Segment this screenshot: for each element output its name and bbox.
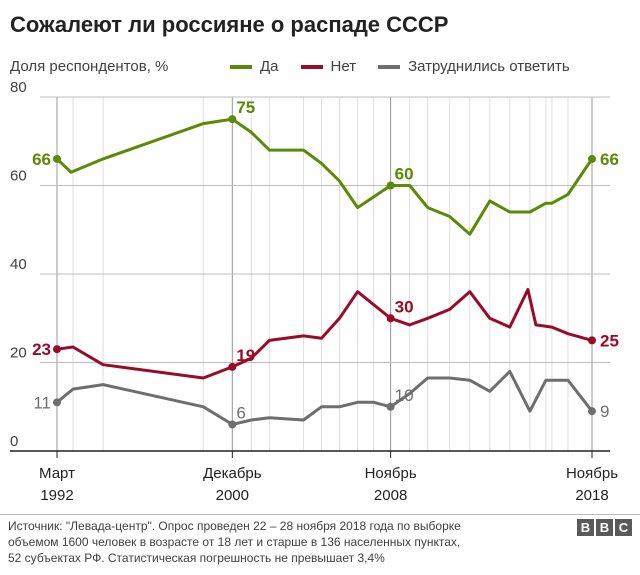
legend-item-undecided: Затруднились ответить	[378, 58, 570, 75]
bbc-logo-letter-c: C	[615, 519, 632, 536]
data-label-no-5: 19	[236, 346, 255, 365]
data-label-yes-3: 66	[600, 150, 619, 169]
legend: Да Нет Затруднились ответить	[230, 58, 570, 75]
point-undecided-10	[386, 402, 395, 411]
x-tick-label-year-1: 2000	[216, 487, 249, 504]
data-label-no-6: 30	[395, 297, 414, 316]
page-title: Сожалеют ли россияне о распаде СССР	[10, 12, 449, 37]
x-tick-label-year-2: 2008	[374, 487, 407, 504]
data-label-yes-2: 60	[395, 165, 414, 184]
point-undecided-9	[228, 420, 237, 429]
point-undecided-11	[588, 407, 596, 416]
y-tick-label-0: 0	[10, 433, 18, 450]
x-tick-label-month-3: Ноябрь	[566, 465, 618, 482]
bbc-logo-letter-b1: B	[577, 519, 594, 536]
x-tick-label-year-3: 2018	[575, 487, 608, 504]
data-label-yes-1: 75	[236, 98, 255, 117]
y-tick-label-60: 60	[10, 168, 27, 185]
y-tick-label-20: 20	[10, 345, 27, 362]
bbc-logo: B B C	[575, 519, 632, 536]
data-label-undecided-9: 6	[236, 403, 245, 422]
x-tick-label-year-0: 1992	[40, 487, 73, 504]
source-line-1: Источник: "Левада-центр". Опрос проведен…	[8, 519, 461, 533]
legend-label-yes: Да	[260, 58, 279, 75]
series-line-no	[55, 288, 594, 380]
point-yes-3	[588, 154, 596, 163]
legend-swatch-undecided	[378, 64, 401, 69]
legend-item-yes: Да	[230, 58, 279, 75]
x-tick-label-month-1: Декабрь	[203, 465, 262, 482]
y-tick-label-40: 40	[10, 256, 27, 273]
y-tick-label-80: 80	[10, 79, 27, 96]
point-no-7	[588, 336, 596, 345]
point-no-5	[228, 362, 237, 371]
y-axis-label: Доля респондентов, %	[10, 58, 169, 75]
legend-swatch-yes	[230, 64, 252, 69]
legend-item-no: Нет	[300, 58, 357, 75]
point-no-4	[53, 345, 61, 354]
legend-swatch-no	[300, 64, 323, 69]
data-label-no-4: 23	[32, 340, 51, 359]
data-label-yes-0: 66	[32, 150, 51, 169]
x-tick-label-month-0: Март	[39, 465, 75, 482]
legend-label-no: Нет	[330, 58, 357, 75]
point-undecided-8	[53, 398, 61, 407]
series-line-yes	[55, 117, 594, 236]
point-yes-2	[386, 181, 395, 190]
data-label-undecided-11: 9	[600, 402, 609, 421]
series-line-undecided	[55, 369, 594, 426]
point-yes-1	[228, 115, 237, 124]
data-label-undecided-8: 11	[33, 393, 51, 412]
line-chart: 0 20 40 60 80 Март 1992 Декабрь 2000 Ноябрь 2008 Но…	[10, 79, 619, 504]
source-note: Источник: "Левада-центр". Опрос проведен…	[8, 518, 548, 566]
point-no-6	[386, 314, 395, 323]
data-label-no-7: 25	[600, 331, 619, 350]
legend-label-undecided: Затруднились ответить	[408, 58, 570, 75]
x-tick-label-month-2: Ноябрь	[365, 465, 417, 482]
footer-divider	[0, 514, 640, 515]
source-line-3: 52 субъектах РФ. Статистическая погрешно…	[8, 551, 385, 565]
source-line-2: объемом 1600 человек в возрасте от 18 ле…	[8, 535, 461, 549]
point-yes-0	[53, 154, 61, 163]
bbc-logo-letter-b2: B	[596, 519, 613, 536]
data-label-undecided-10: 10	[395, 386, 414, 405]
